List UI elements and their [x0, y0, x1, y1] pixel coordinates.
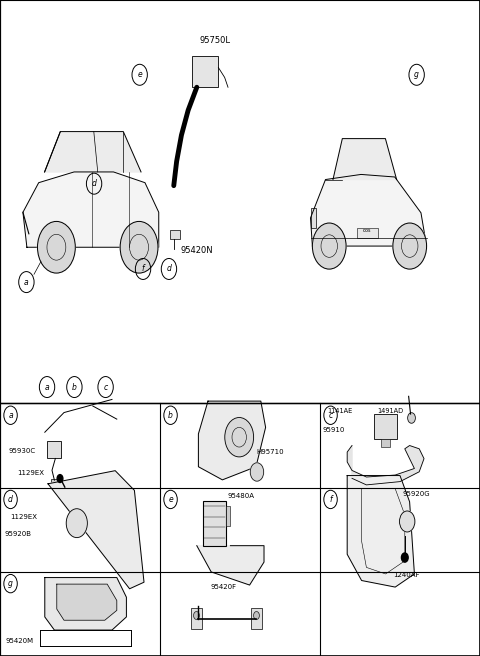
- Bar: [170, 230, 180, 239]
- Polygon shape: [311, 174, 427, 246]
- Text: 95420N: 95420N: [180, 246, 213, 255]
- Text: 95420M: 95420M: [6, 638, 34, 644]
- Circle shape: [37, 222, 75, 273]
- Text: 95920G: 95920G: [402, 491, 430, 497]
- Bar: [203, 501, 226, 546]
- Polygon shape: [57, 584, 117, 620]
- Bar: [357, 228, 378, 238]
- Polygon shape: [23, 172, 159, 247]
- Circle shape: [401, 553, 408, 562]
- Circle shape: [250, 462, 264, 481]
- Text: 1240AF: 1240AF: [393, 572, 420, 579]
- Circle shape: [408, 413, 415, 423]
- Text: 1491AD: 1491AD: [378, 407, 404, 414]
- Polygon shape: [347, 476, 414, 587]
- Text: 95920B: 95920B: [5, 531, 32, 537]
- Circle shape: [57, 475, 63, 483]
- Text: g: g: [8, 579, 13, 588]
- Text: oos: oos: [362, 228, 371, 234]
- Bar: [251, 607, 262, 628]
- Circle shape: [225, 417, 253, 457]
- Text: 95930C: 95930C: [9, 447, 36, 453]
- Polygon shape: [45, 577, 126, 630]
- Polygon shape: [45, 132, 141, 172]
- Text: b: b: [168, 411, 173, 420]
- Text: 95750L: 95750L: [199, 36, 230, 45]
- Bar: [50, 479, 58, 488]
- Polygon shape: [333, 138, 396, 180]
- Text: H95710: H95710: [256, 449, 284, 455]
- Text: b: b: [72, 382, 77, 392]
- Text: g: g: [414, 70, 419, 79]
- Text: 95480A: 95480A: [228, 493, 254, 499]
- Text: e: e: [168, 495, 173, 504]
- Bar: [191, 607, 202, 628]
- Polygon shape: [197, 546, 264, 585]
- Bar: [373, 414, 396, 439]
- Text: d: d: [8, 495, 13, 504]
- Text: 1141AE: 1141AE: [327, 407, 352, 414]
- Circle shape: [393, 223, 427, 269]
- Text: e: e: [137, 70, 142, 79]
- Polygon shape: [48, 471, 144, 589]
- Text: f: f: [329, 495, 332, 504]
- Bar: [381, 439, 390, 447]
- Polygon shape: [198, 401, 265, 480]
- Text: d: d: [167, 264, 171, 274]
- Bar: [226, 506, 230, 526]
- Circle shape: [399, 511, 415, 532]
- Text: f: f: [142, 264, 144, 274]
- Circle shape: [253, 611, 259, 619]
- Text: 1129EX: 1129EX: [17, 470, 44, 476]
- Circle shape: [193, 611, 199, 619]
- Text: c: c: [328, 411, 333, 420]
- Polygon shape: [347, 445, 424, 485]
- Bar: [192, 56, 218, 87]
- Circle shape: [120, 222, 158, 273]
- Circle shape: [312, 223, 346, 269]
- Bar: [311, 208, 316, 228]
- Text: a: a: [24, 277, 29, 287]
- Text: a: a: [45, 382, 49, 392]
- Text: 95910: 95910: [323, 427, 345, 434]
- Text: 1129EX: 1129EX: [11, 514, 37, 520]
- Circle shape: [66, 509, 87, 538]
- Text: 95420F: 95420F: [210, 584, 237, 590]
- Text: a: a: [8, 411, 13, 420]
- Text: d: d: [92, 179, 96, 188]
- Text: c: c: [104, 382, 108, 392]
- Bar: [47, 441, 60, 459]
